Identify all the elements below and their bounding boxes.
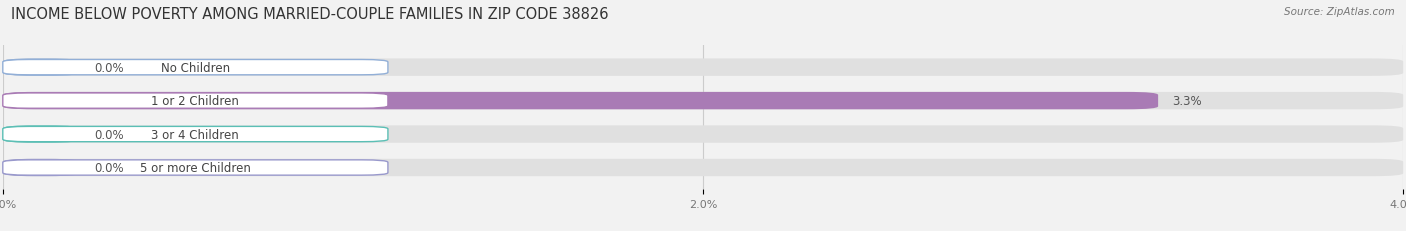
FancyBboxPatch shape (3, 159, 1403, 176)
FancyBboxPatch shape (3, 126, 80, 143)
FancyBboxPatch shape (3, 59, 80, 76)
Text: Source: ZipAtlas.com: Source: ZipAtlas.com (1284, 7, 1395, 17)
Text: INCOME BELOW POVERTY AMONG MARRIED-COUPLE FAMILIES IN ZIP CODE 38826: INCOME BELOW POVERTY AMONG MARRIED-COUPL… (11, 7, 609, 22)
Text: 3 or 4 Children: 3 or 4 Children (152, 128, 239, 141)
FancyBboxPatch shape (3, 59, 1403, 76)
Text: 0.0%: 0.0% (94, 61, 124, 74)
FancyBboxPatch shape (3, 94, 388, 109)
Text: 0.0%: 0.0% (94, 161, 124, 174)
Text: No Children: No Children (160, 61, 231, 74)
FancyBboxPatch shape (3, 126, 1403, 143)
Text: 5 or more Children: 5 or more Children (141, 161, 250, 174)
Text: 0.0%: 0.0% (94, 128, 124, 141)
FancyBboxPatch shape (3, 60, 388, 76)
Text: 1 or 2 Children: 1 or 2 Children (152, 95, 239, 108)
FancyBboxPatch shape (3, 127, 388, 142)
FancyBboxPatch shape (3, 92, 1403, 110)
FancyBboxPatch shape (3, 159, 80, 176)
FancyBboxPatch shape (3, 92, 1159, 110)
Text: 3.3%: 3.3% (1173, 95, 1202, 108)
FancyBboxPatch shape (3, 160, 388, 175)
